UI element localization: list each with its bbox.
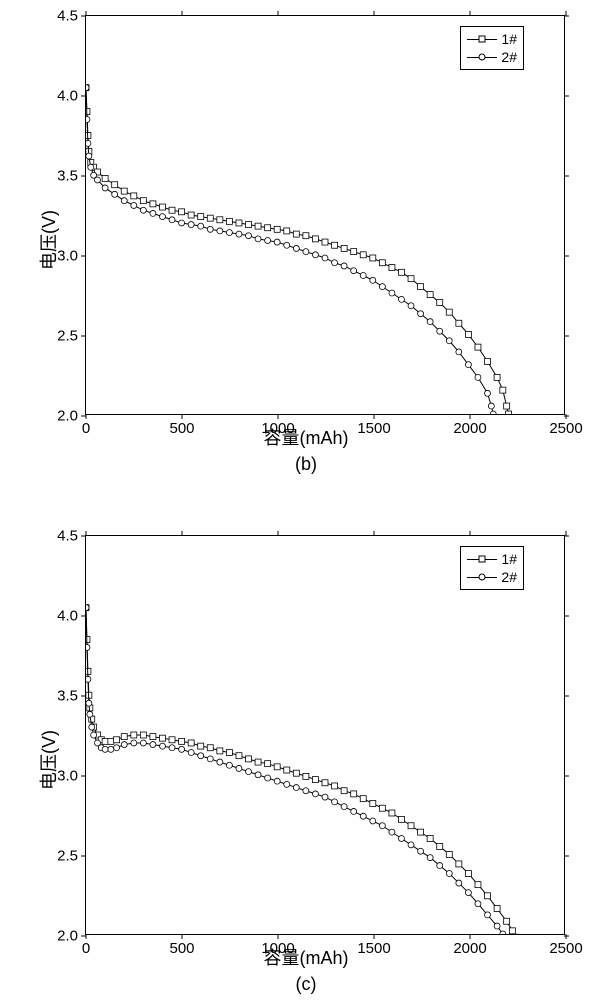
y-axis-label: 电压(V) — [35, 210, 61, 270]
legend-label: 1# — [501, 31, 517, 47]
legend-b: 1# 2# — [460, 26, 524, 70]
legend-item: 2# — [467, 568, 517, 586]
x-axis-label: 容量(mAh) — [264, 424, 349, 450]
legend-item: 1# — [467, 550, 517, 568]
legend-c: 1# 2# — [460, 546, 524, 590]
legend-item: 1# — [467, 30, 517, 48]
y-axis-label: 电压(V) — [35, 730, 61, 790]
chart-b: 1# 2# 2.02.53.03.54.04.50500100015002000… — [0, 0, 612, 480]
chart-svg-c — [86, 536, 564, 934]
plot-area-b: 1# 2# 2.02.53.03.54.04.50500100015002000… — [85, 15, 565, 415]
legend-label: 2# — [501, 569, 517, 585]
legend-label: 2# — [501, 49, 517, 65]
x-axis-label: 容量(mAh) — [264, 944, 349, 970]
legend-item: 2# — [467, 48, 517, 66]
subplot-label-c: (c) — [296, 974, 317, 995]
chart-c: 1# 2# 2.02.53.03.54.04.50500100015002000… — [0, 520, 612, 1000]
legend-label: 1# — [501, 551, 517, 567]
plot-area-c: 1# 2# 2.02.53.03.54.04.50500100015002000… — [85, 535, 565, 935]
subplot-label-b: (b) — [295, 454, 317, 475]
chart-svg-b — [86, 16, 564, 414]
